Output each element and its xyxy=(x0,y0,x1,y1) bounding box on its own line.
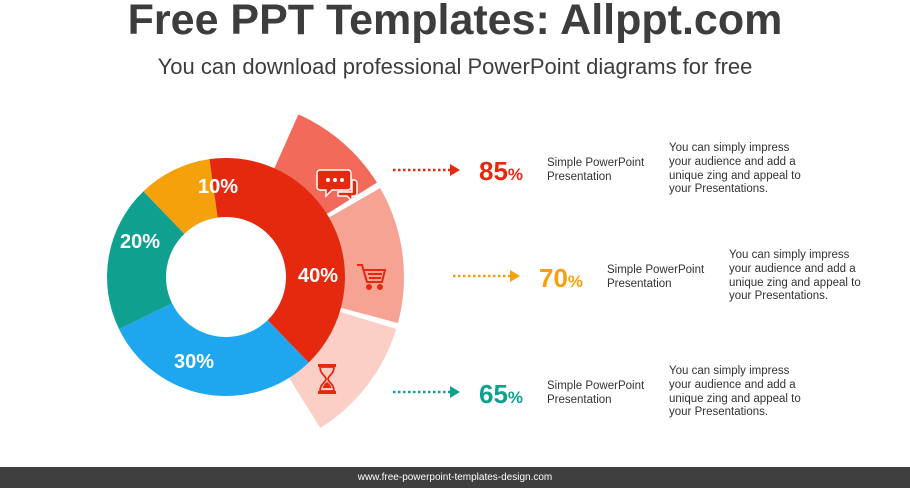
segment-label-10: 10% xyxy=(198,176,238,198)
row-2-title: Simple PowerPoint Presentation xyxy=(607,264,705,290)
segment-label-20: 20% xyxy=(120,231,160,253)
row-3-percentage: 65% xyxy=(479,381,523,411)
footer-bar: www.free-powerpoint-templates-design.com xyxy=(0,467,910,488)
arrow-3 xyxy=(393,386,460,398)
page-subtitle: You can download professional PowerPoint… xyxy=(157,54,753,79)
fan-wedge-3 xyxy=(284,309,397,428)
row-2-description: You can simply impress your audience and… xyxy=(729,249,861,303)
row-3-value: 65 xyxy=(479,379,508,409)
row-2-value: 70 xyxy=(539,263,568,293)
arrow-1 xyxy=(393,164,460,176)
row-2-unit: % xyxy=(567,272,584,291)
hourglass-icon xyxy=(318,364,336,394)
row-3-description: You can simply impress your audience and… xyxy=(669,365,801,419)
segment-label-30: 30% xyxy=(174,351,214,373)
row-2-percentage: 70% xyxy=(539,265,583,295)
donut-segment-30 xyxy=(119,303,309,396)
row-1-unit: % xyxy=(507,165,524,184)
segment-label-40: 40% xyxy=(298,265,338,287)
footer-url: www.free-powerpoint-templates-design.com xyxy=(357,472,553,483)
shopping-cart-icon xyxy=(357,264,387,290)
donut-segment-20 xyxy=(107,191,185,330)
chat-bubbles-icon xyxy=(316,169,358,203)
donut-segment-40 xyxy=(209,158,345,363)
row-1-percentage: 85% xyxy=(479,158,523,188)
arrow-2 xyxy=(453,270,520,282)
row-3-title: Simple PowerPoint Presentation xyxy=(547,380,645,406)
page-title: Free PPT Templates: Allppt.com xyxy=(127,0,783,44)
donut-fan-diagram: 10% 40% 30% 20% xyxy=(107,114,520,428)
donut-segment-10 xyxy=(143,159,218,234)
row-1-value: 85 xyxy=(479,156,508,186)
row-3-unit: % xyxy=(507,388,524,407)
row-1-title: Simple PowerPoint Presentation xyxy=(547,157,645,183)
row-1-description: You can simply impress your audience and… xyxy=(669,142,801,196)
